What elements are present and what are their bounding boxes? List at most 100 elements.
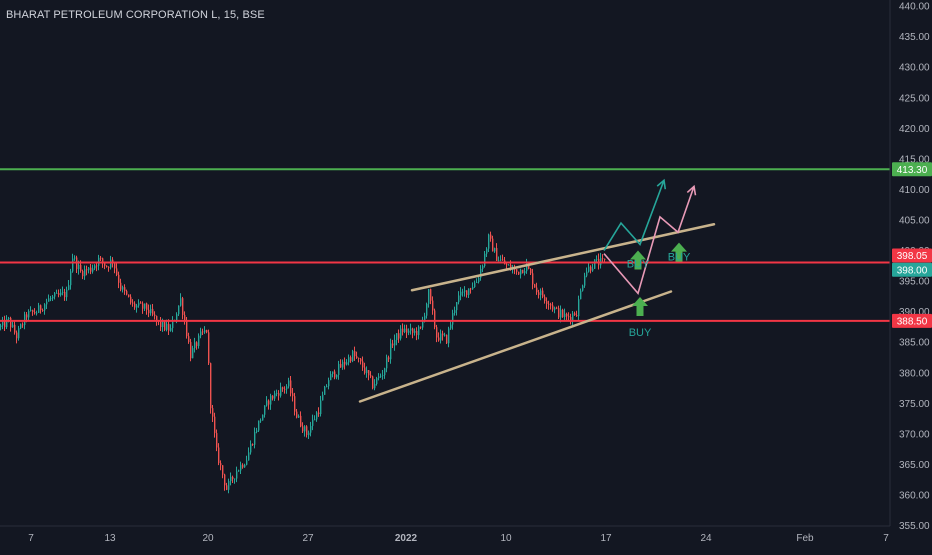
candle-body (108, 266, 110, 268)
y-tick-label: 360.00 (899, 491, 930, 502)
candle-body (468, 288, 470, 296)
candle-body (112, 259, 114, 263)
candle-body (380, 375, 382, 377)
x-tick-label: 7 (28, 533, 34, 544)
candle-body (212, 408, 214, 417)
candle-body (378, 376, 380, 379)
candle-body (478, 277, 480, 283)
candle-body (550, 304, 552, 306)
y-tick-label: 410.00 (899, 185, 930, 196)
candle-body (296, 411, 298, 418)
candle-body (198, 335, 200, 347)
trendline[interactable] (410, 223, 716, 292)
candle-body (168, 323, 170, 331)
candle-body (518, 271, 520, 275)
candle-body (450, 324, 452, 329)
candle-body (400, 328, 402, 339)
candle-body (462, 291, 464, 293)
buy-arrow-icon[interactable] (630, 250, 646, 270)
candle-body (374, 384, 376, 389)
candle-body (28, 310, 30, 318)
candle-body (594, 259, 596, 269)
candle-body (10, 317, 12, 328)
candle-body (16, 332, 18, 339)
candle-body (44, 304, 46, 311)
y-tick-label: 405.00 (899, 216, 930, 227)
candle-body (266, 400, 268, 406)
candle-body (100, 257, 102, 259)
candle-body (310, 425, 312, 433)
buy-arrow-icon[interactable] (671, 242, 687, 262)
candle-body (320, 400, 322, 415)
candle-body (66, 289, 68, 298)
candle-body (430, 289, 432, 301)
candle-body (562, 309, 564, 318)
candle-body (482, 265, 484, 269)
candle-body (526, 263, 528, 272)
trendline[interactable] (358, 290, 673, 403)
candle-body (30, 310, 32, 311)
candle-body (262, 414, 264, 421)
x-tick-label: 17 (600, 533, 612, 544)
candle-body (366, 370, 368, 374)
candle-body (196, 342, 198, 347)
candle-body (280, 387, 282, 396)
candle-body (32, 310, 34, 313)
x-tick-label: 10 (500, 533, 512, 544)
candle-body (282, 387, 284, 389)
candle-body (398, 333, 400, 339)
candle-body (80, 264, 82, 272)
candle-body (396, 333, 398, 340)
y-tick-label: 385.00 (899, 338, 930, 349)
candle-body (492, 238, 494, 252)
candle-body (354, 351, 356, 357)
candle-body (226, 485, 228, 490)
candle-body (584, 275, 586, 286)
candle-body (204, 330, 206, 333)
candle-body (434, 310, 436, 328)
candle-body (332, 371, 334, 375)
candle-body (602, 258, 604, 259)
candle-body (360, 358, 362, 362)
candle-body (604, 258, 606, 260)
projection-path[interactable] (603, 179, 665, 251)
candle-body (236, 471, 238, 479)
candle-body (336, 374, 338, 378)
candle-body (126, 291, 128, 295)
candle-body (544, 296, 546, 302)
candle-body (72, 258, 74, 272)
candle-body (54, 293, 56, 297)
candle-body (552, 305, 554, 310)
price-badge-label: 398.00 (897, 265, 928, 276)
buy-arrow-icon[interactable] (632, 297, 648, 316)
candle-body (166, 323, 168, 330)
price-badge-label: 413.30 (897, 165, 928, 176)
candle-body (514, 268, 516, 270)
candle-body (52, 296, 54, 299)
candle-body (180, 298, 182, 306)
candle-body (338, 364, 340, 375)
candle-body (152, 308, 154, 315)
y-tick-label: 425.00 (899, 93, 930, 104)
candle-body (328, 380, 330, 387)
projection-path[interactable] (603, 186, 695, 295)
candle-body (264, 405, 266, 415)
candle-body (256, 430, 258, 432)
candle-body (372, 376, 374, 389)
candle-body (324, 386, 326, 395)
candle-body (384, 368, 386, 376)
candle-body (438, 337, 440, 341)
candle-body (530, 268, 532, 274)
candle-body (558, 308, 560, 318)
candle-body (302, 426, 304, 432)
candle-body (500, 259, 502, 261)
candle-body (516, 269, 518, 272)
candle-body (456, 302, 458, 311)
candle-body (284, 388, 286, 390)
candle-body (452, 313, 454, 325)
candle-body (104, 262, 106, 266)
candle-body (194, 342, 196, 349)
candle-body (192, 348, 194, 359)
